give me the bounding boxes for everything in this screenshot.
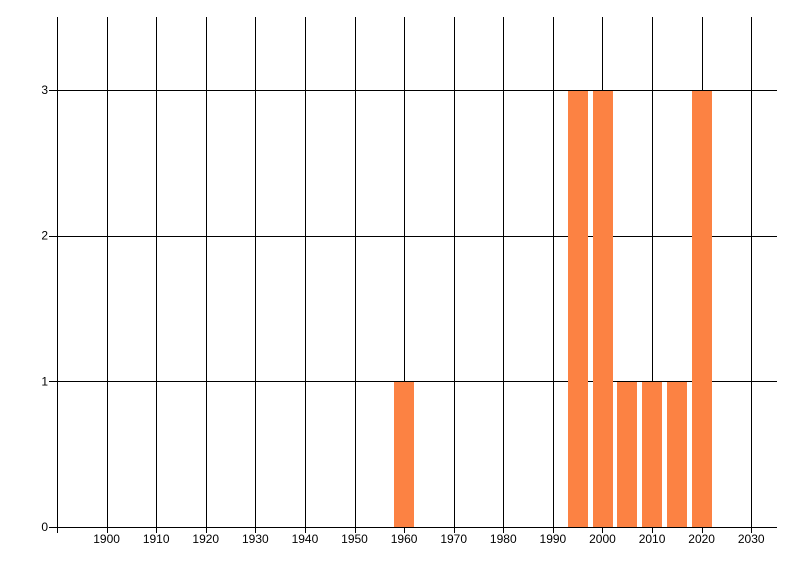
x-tick-label: 1950 [341, 532, 368, 546]
x-tick-label: 1940 [292, 532, 319, 546]
bars [394, 91, 712, 527]
x-tick-label: 2020 [688, 532, 715, 546]
y-tick-label: 3 [41, 83, 48, 97]
x-tick-label: 2010 [639, 532, 666, 546]
x-tick-label: 1920 [192, 532, 219, 546]
y-axis-labels: 0 1 2 3 [41, 83, 48, 534]
x-tick-label: 2030 [738, 532, 765, 546]
bar [394, 382, 414, 527]
x-tick-label: 1980 [490, 532, 517, 546]
x-tick-label: 1960 [391, 532, 418, 546]
x-tick-label: 1990 [540, 532, 567, 546]
x-tick-label: 1900 [93, 532, 120, 546]
y-tick-label: 0 [41, 520, 48, 534]
bar [642, 382, 662, 527]
bar [568, 91, 588, 527]
x-tick-label: 1910 [143, 532, 170, 546]
x-axis-labels: 1900 1910 1920 1930 1940 1950 1960 1970 1980 1990… [93, 532, 765, 546]
bar [667, 382, 687, 527]
bar [692, 91, 712, 527]
horizontal-gridlines [49, 90, 777, 528]
y-tick-label: 2 [41, 229, 48, 243]
x-tick-label: 1930 [242, 532, 269, 546]
bar [593, 91, 613, 527]
bar [617, 382, 637, 527]
x-tick-label: 1970 [440, 532, 467, 546]
y-tick-label: 1 [41, 374, 48, 388]
x-tick-label: 2000 [589, 532, 616, 546]
